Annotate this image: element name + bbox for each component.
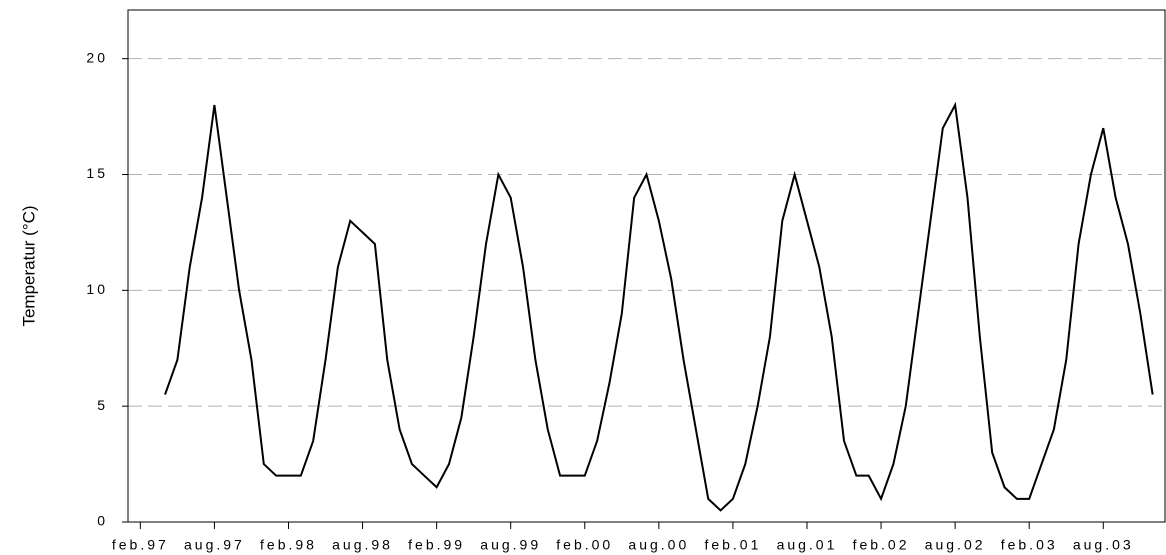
y-tick-label: 10 <box>86 281 108 297</box>
y-tick-label: 20 <box>86 49 108 65</box>
x-tick-label: feb.00 <box>556 537 613 553</box>
x-tick-label: aug.03 <box>1073 537 1134 553</box>
x-tick-label: feb.98 <box>260 537 317 553</box>
x-tick-label: feb.99 <box>408 537 465 553</box>
plot-frame <box>127 9 1166 523</box>
y-tick-label: 15 <box>86 165 108 181</box>
y-axis-label: Temperatur (°C) <box>19 205 38 326</box>
x-tick-label: feb.02 <box>853 537 910 553</box>
x-tick-label: aug.01 <box>777 537 838 553</box>
y-tick-label: 0 <box>97 513 108 529</box>
data-line <box>164 101 1154 512</box>
x-tick-label: aug.00 <box>628 537 689 553</box>
x-tick-label: feb.03 <box>1001 537 1058 553</box>
x-tick-label: aug.99 <box>480 537 541 553</box>
y-tick-label: 5 <box>97 397 108 413</box>
x-tick-label: aug.97 <box>184 537 245 553</box>
x-tick-label: aug.98 <box>332 537 393 553</box>
x-tick-label: aug.02 <box>925 537 986 553</box>
x-tick-label: feb.01 <box>704 537 761 553</box>
x-tick-label: feb.97 <box>112 537 169 553</box>
